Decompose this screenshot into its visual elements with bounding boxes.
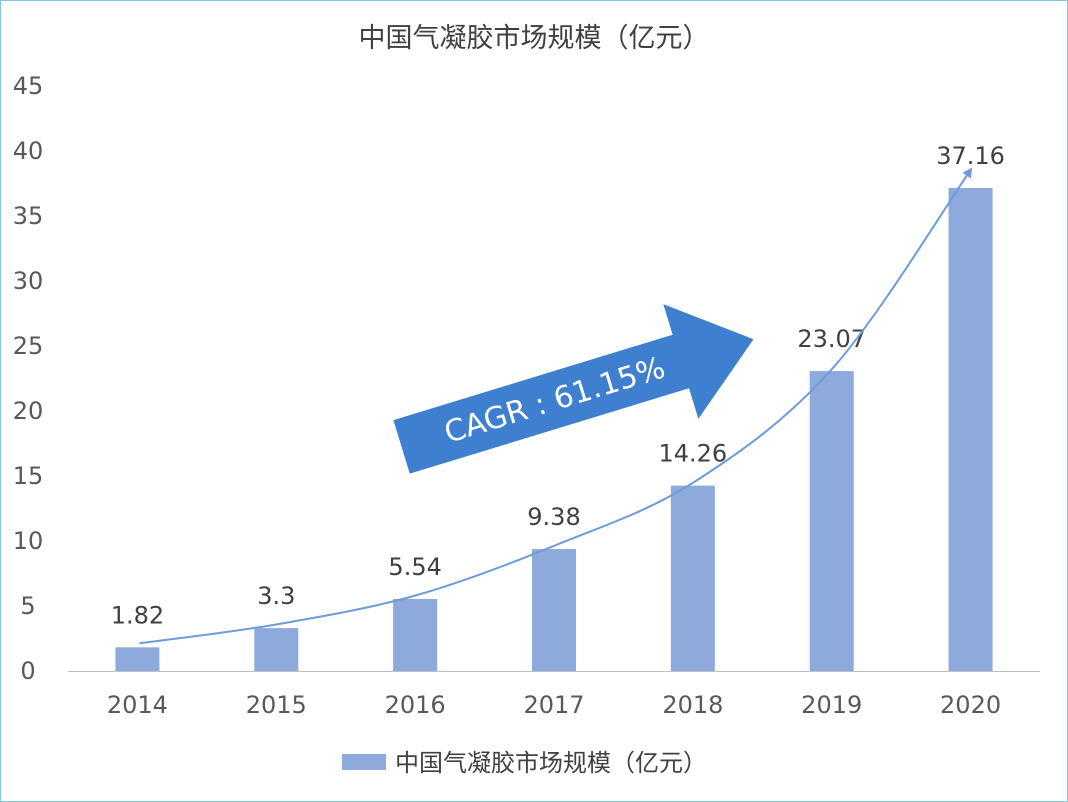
x-tick-label-2019: 2019 (801, 691, 862, 719)
y-tick-label-5: 5 (20, 592, 35, 620)
legend-label: 中国气凝胶市场规模（亿元） (395, 749, 707, 777)
data-label-2016: 5.54 (388, 553, 441, 581)
x-tick-label-2018: 2018 (662, 691, 723, 719)
x-tick-label-2017: 2017 (523, 691, 584, 719)
bar-2020 (948, 187, 993, 672)
y-tick-label-25: 25 (13, 332, 44, 360)
y-tick-label-15: 15 (13, 462, 44, 490)
data-label-2015: 3.3 (257, 582, 295, 610)
data-labels: 1.82 3.3 5.54 9.38 14.26 23.07 37.16 (111, 142, 1005, 629)
data-label-2019: 23.07 (797, 325, 866, 353)
y-axis: 0 5 10 15 20 25 30 35 40 45 (13, 72, 44, 685)
y-tick-label-10: 10 (13, 527, 44, 555)
bars (115, 187, 993, 672)
data-label-2018: 14.26 (658, 440, 727, 468)
bar-2019 (809, 371, 854, 671)
x-tick-label-2016: 2016 (385, 691, 446, 719)
bar-2016 (393, 598, 438, 671)
x-tick-label-2015: 2015 (246, 691, 307, 719)
legend: 中国气凝胶市场规模（亿元） (342, 749, 707, 777)
data-label-2014: 1.82 (111, 601, 164, 629)
bar-2017 (532, 549, 576, 671)
x-axis: 2014 2015 2016 2017 2018 2019 2020 (68, 671, 1040, 719)
y-tick-label-45: 45 (13, 72, 44, 100)
x-tick-label-2014: 2014 (107, 691, 168, 719)
data-label-2017: 9.38 (527, 503, 580, 531)
x-tick-label-2020: 2020 (940, 691, 1001, 719)
bar-2015 (254, 628, 299, 671)
y-tick-label-40: 40 (13, 137, 44, 165)
y-tick-label-0: 0 (20, 657, 35, 685)
trend-curve (139, 167, 973, 645)
bar-2018 (670, 485, 715, 671)
legend-swatch (342, 754, 386, 770)
bar-2014 (115, 647, 160, 671)
y-tick-label-20: 20 (13, 397, 44, 425)
data-label-2020: 37.16 (936, 142, 1005, 170)
y-tick-label-35: 35 (13, 202, 44, 230)
trend-line (139, 167, 973, 645)
y-tick-label-30: 30 (13, 267, 44, 295)
cagr-arrow-shape (393, 304, 754, 474)
chart-title: 中国气凝胶市场规模（亿元） (359, 23, 710, 54)
